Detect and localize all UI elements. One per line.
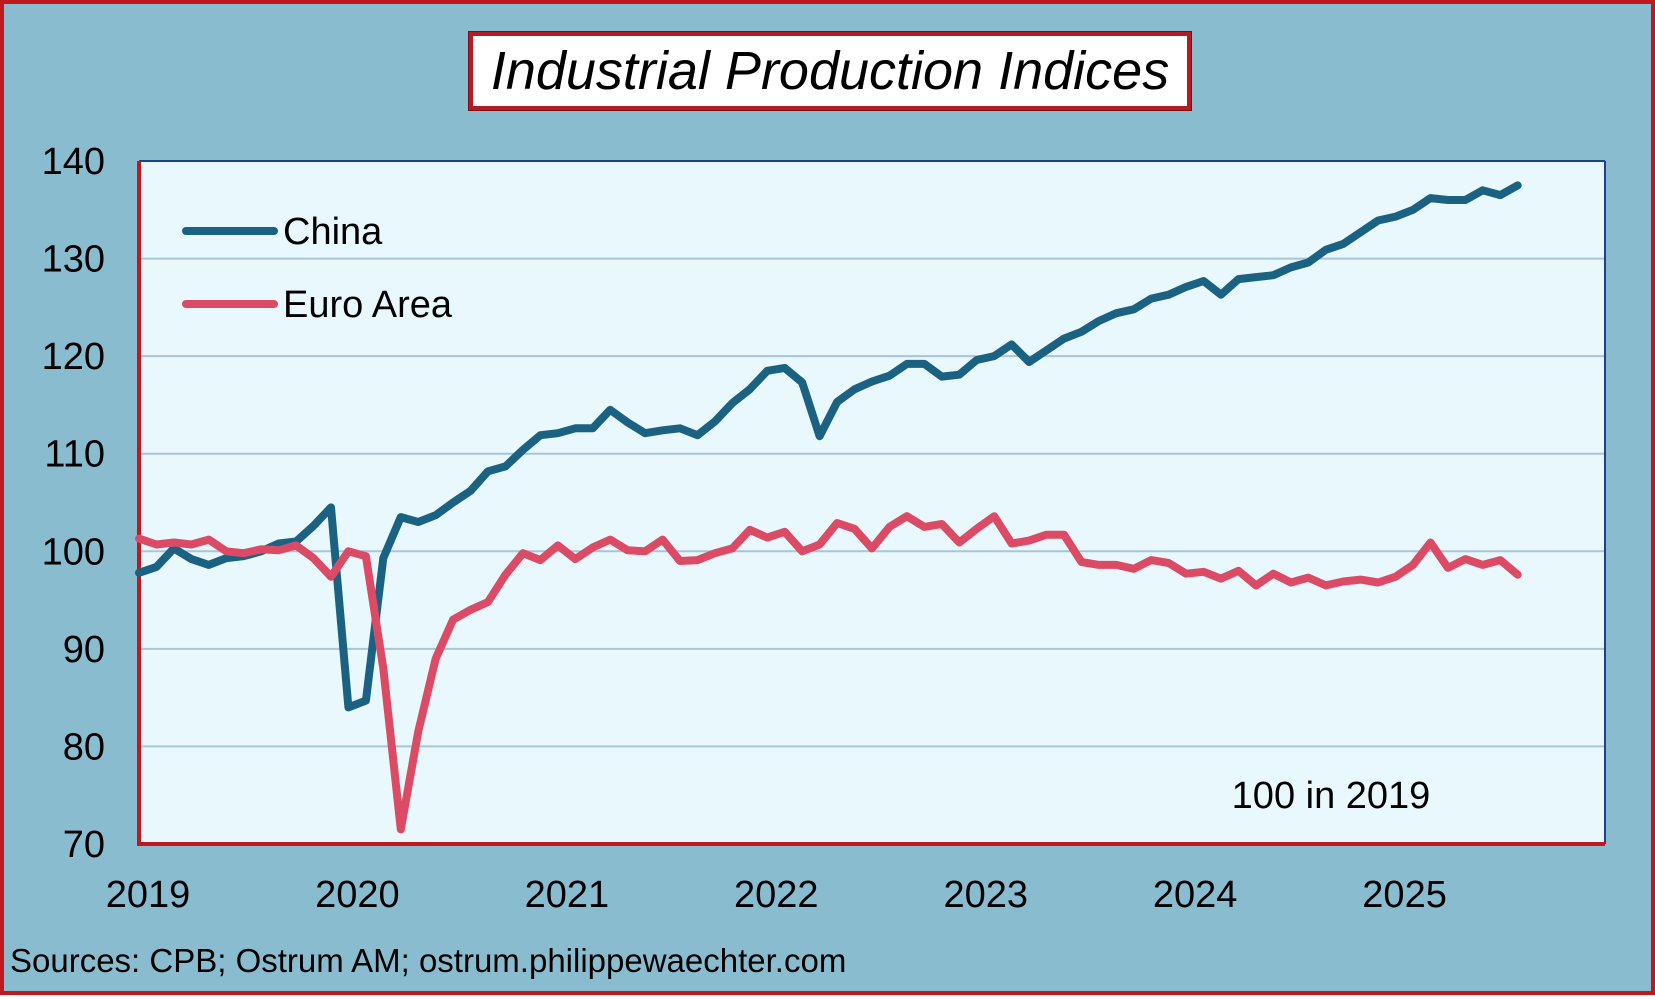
- y-tick-label: 70: [63, 824, 105, 866]
- y-tick-label: 120: [42, 336, 105, 378]
- legend-label-euro-area: Euro Area: [283, 284, 453, 326]
- source-note: Sources: CPB; Ostrum AM; ostrum.philippe…: [10, 942, 847, 979]
- x-tick-label: 2024: [1153, 874, 1238, 916]
- x-tick-label: 2022: [734, 874, 819, 916]
- y-tick-label: 80: [63, 726, 105, 768]
- x-tick-label: 2020: [315, 874, 400, 916]
- x-tick-label: 2023: [943, 874, 1028, 916]
- y-tick-label: 90: [63, 629, 105, 671]
- plot-area: [139, 161, 1605, 844]
- series-line-euro-area: [135, 512, 1522, 834]
- series-line-china: [135, 181, 1522, 712]
- legend: China Euro Area: [182, 211, 453, 326]
- y-axis-tick-labels: 70 80 90 100 110 120 130 140: [42, 141, 105, 866]
- axes: [137, 160, 1606, 846]
- data-series: [135, 181, 1522, 834]
- y-tick-label: 110: [44, 434, 105, 476]
- y-tick-label: 100: [42, 531, 105, 573]
- y-tick-label: 140: [42, 141, 105, 183]
- x-axis-tick-labels: 2019 2020 2021 2022 2023 2024 2025: [106, 874, 1447, 916]
- base-year-annotation: 100 in 2019: [1232, 775, 1431, 817]
- x-tick-label: 2025: [1362, 874, 1447, 916]
- chart-title-box: Industrial Production Indices: [468, 31, 1192, 111]
- chart-title: Industrial Production Indices: [490, 41, 1170, 101]
- x-tick-label: 2021: [525, 874, 610, 916]
- legend-label-china: China: [283, 211, 383, 253]
- x-tick-label: 2019: [106, 874, 191, 916]
- y-tick-label: 130: [42, 239, 105, 281]
